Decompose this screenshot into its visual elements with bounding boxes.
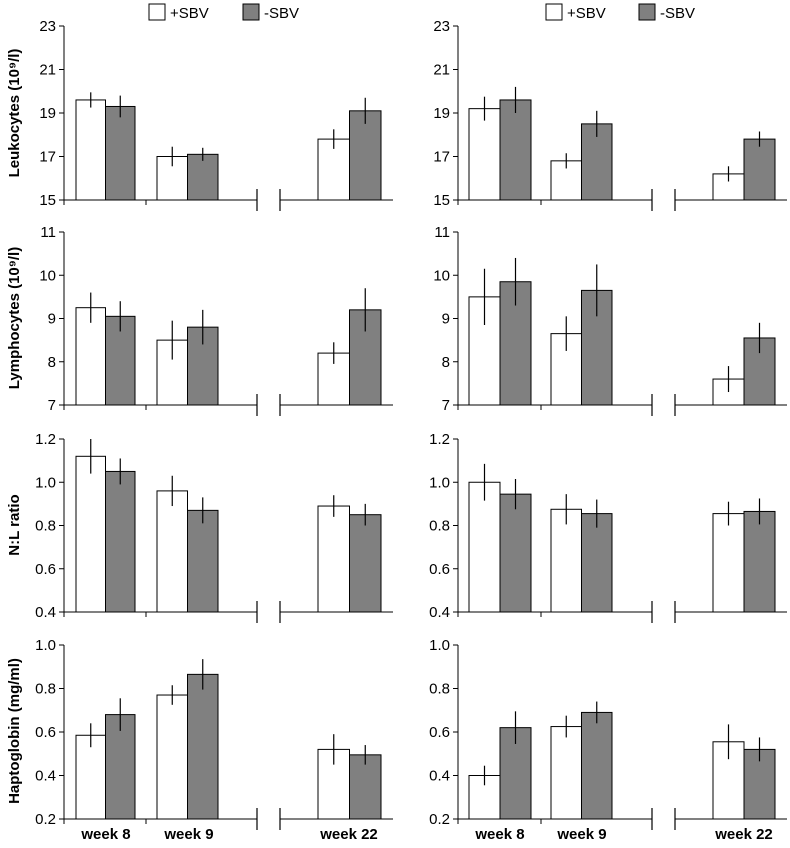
y-tick-label: 1.2 (35, 431, 56, 448)
bar-minus-sbv-week9 (187, 673, 219, 820)
legend-label-plus-sbv: +SBV (170, 5, 209, 22)
legend-label-plus-sbv: +SBV (567, 5, 606, 22)
y-tick-label: 0.8 (35, 518, 56, 535)
y-tick-label: 15 (39, 192, 56, 209)
panel-l3: 0.4 0.6 0.8 1.0 1.2 (35, 431, 393, 623)
y-tick-label: 8 (442, 354, 450, 371)
panel-l1: 15 17 19 21 23 (39, 18, 393, 211)
bar-minus-sbv-week8 (105, 714, 136, 820)
bar-plusminus-sbv-week9 (550, 726, 582, 820)
y-tick-label: 0.6 (35, 561, 56, 578)
y-tick-label: 19 (433, 105, 450, 122)
y-axis-title-haptoglobin: Haptoglobin (mg/ml) (6, 658, 23, 804)
y-tick-label: 1.2 (429, 431, 450, 448)
y-tick-label: 8 (48, 354, 56, 371)
panel-r2: 7 8 9 10 11 (433, 224, 787, 416)
bar-plusminus-sbv-week8 (75, 734, 106, 820)
bar-plusminus-sbv-week22 (317, 138, 350, 201)
y-tick-label: 17 (39, 149, 56, 166)
bar-minus-sbv-week22 (743, 138, 776, 201)
legend-label-minus-sbv: -SBV (264, 5, 299, 22)
bar-minus-sbv-week22 (743, 510, 776, 613)
y-tick-label: 23 (39, 18, 56, 35)
y-tick-label: 0.6 (429, 561, 450, 578)
y-tick-label: 0.4 (429, 604, 450, 621)
x-tick-label-week22-right: week 22 (714, 826, 773, 843)
y-tick-label: 17 (433, 149, 450, 166)
bar-minus-sbv-week22 (349, 514, 382, 613)
panel-l2: 7 8 9 10 11 (39, 224, 393, 416)
y-tick-label: 0.2 (429, 811, 450, 828)
y-tick-label: 0.6 (429, 724, 450, 741)
y-tick-label: 1.0 (35, 637, 56, 654)
bar-plusminus-sbv-week8 (468, 108, 501, 201)
legend-right: +SBV -SBV (545, 3, 695, 22)
y-tick-label: 0.8 (429, 681, 450, 698)
legend-swatch-minus-sbv (242, 3, 260, 21)
bar-plusminus-sbv-week8 (75, 99, 106, 201)
legend-swatch-plus-sbv (545, 3, 563, 21)
bar-plusminus-sbv-week22 (712, 513, 745, 613)
y-axis-title-leukocytes: Leukocytes (10⁹/l) (6, 49, 23, 178)
x-tick-label-week8-right: week 8 (474, 826, 524, 843)
panel-r3: 0.4 0.6 0.8 1.0 1.2 (429, 431, 787, 623)
bar-plusminus-sbv-week9 (156, 490, 188, 613)
y-tick-label: 9 (48, 311, 56, 328)
y-tick-label: 11 (434, 224, 450, 241)
bar-plusminus-sbv-week8 (75, 307, 106, 406)
y-tick-label: 7 (442, 397, 450, 414)
bar-minus-sbv-week9 (581, 513, 613, 613)
y-tick-label: 23 (433, 18, 450, 35)
y-tick-label: 9 (442, 311, 450, 328)
bar-plusminus-sbv-week22 (317, 505, 350, 613)
bar-minus-sbv-week22 (349, 754, 382, 820)
x-tick-label-week22-left: week 22 (319, 826, 378, 843)
y-tick-label: 7 (48, 397, 56, 414)
legend-swatch-minus-sbv (638, 3, 656, 21)
legend-label-minus-sbv: -SBV (660, 5, 695, 22)
x-tick-label-week8-left: week 8 (80, 826, 130, 843)
panel-r4: 0.2 0.4 0.6 0.8 1.0 (429, 637, 787, 830)
x-tick-label-week9-left: week 9 (163, 826, 213, 843)
y-tick-label: 10 (433, 267, 450, 284)
bar-minus-sbv-week9 (581, 711, 613, 820)
panel-r1: 15 17 19 21 23 (433, 18, 787, 211)
bar-minus-sbv-week22 (349, 110, 382, 201)
x-tick-label-week9-right: week 9 (556, 826, 606, 843)
bar-minus-sbv-week8 (499, 493, 532, 613)
y-tick-label: 1.0 (429, 637, 450, 654)
bar-minus-sbv-week9 (187, 153, 219, 201)
y-tick-label: 19 (39, 105, 56, 122)
bar-plusminus-sbv-week9 (550, 508, 582, 613)
y-tick-label: 21 (433, 62, 450, 79)
bar-plusminus-sbv-week8 (75, 455, 106, 613)
y-tick-label: 0.8 (35, 681, 56, 698)
y-tick-label: 0.8 (429, 518, 450, 535)
bar-minus-sbv-week8 (105, 105, 136, 201)
y-tick-label: 0.4 (429, 768, 450, 785)
bar-plusminus-sbv-week9 (156, 694, 188, 820)
y-tick-label: 0.6 (35, 724, 56, 741)
legend-swatch-plus-sbv (148, 3, 166, 21)
panels: 15 17 19 21 23 15 17 19 21 23 7 8 9 10 11 7 8 9 10 11 0.4 0.6… (35, 18, 787, 830)
bar-minus-sbv-week9 (187, 509, 219, 613)
y-tick-label: 21 (39, 62, 56, 79)
y-tick-label: 11 (40, 224, 56, 241)
bar-minus-sbv-week8 (105, 470, 136, 613)
y-tick-label: 0.4 (35, 768, 56, 785)
y-tick-label: 0.4 (35, 604, 56, 621)
y-tick-label: 1.0 (429, 474, 450, 491)
y-tick-label: 1.0 (35, 474, 56, 491)
bar-plusminus-sbv-week8 (468, 481, 501, 613)
panel-l4: 0.2 0.4 0.6 0.8 1.0 (35, 637, 393, 830)
legend-left: +SBV -SBV (148, 3, 299, 22)
y-tick-label: 15 (433, 192, 450, 209)
y-axis-title-nl-ratio: N:L ratio (6, 494, 23, 555)
bar-minus-sbv-week8 (499, 99, 532, 201)
y-tick-label: 0.2 (35, 811, 56, 828)
y-tick-label: 10 (39, 267, 56, 284)
y-axis-title-lymphocytes: Lymphocytes (10⁹/l) (6, 247, 23, 389)
